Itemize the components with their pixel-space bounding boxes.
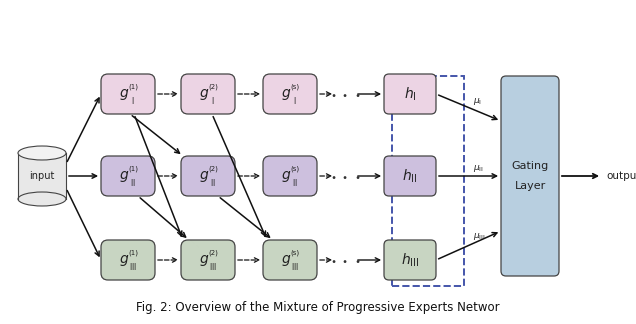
Text: $g$: $g$: [119, 168, 129, 183]
Text: (1): (1): [128, 166, 138, 172]
Text: Layer: Layer: [515, 181, 546, 191]
FancyBboxPatch shape: [181, 74, 235, 114]
FancyBboxPatch shape: [263, 74, 317, 114]
Text: $\rm{III}$: $\rm{III}$: [209, 260, 217, 272]
Text: $\bullet\ \bullet\ \bullet$: $\bullet\ \bullet\ \bullet$: [329, 255, 361, 265]
FancyBboxPatch shape: [384, 156, 436, 196]
FancyBboxPatch shape: [101, 74, 155, 114]
Text: (s): (s): [291, 84, 300, 90]
FancyBboxPatch shape: [181, 240, 235, 280]
Text: (s): (s): [291, 250, 300, 256]
Text: $g$: $g$: [281, 87, 291, 101]
Text: Gating: Gating: [511, 161, 549, 171]
Text: $\rm{II}$: $\rm{II}$: [292, 177, 298, 188]
Text: $\mu_{\rm III}$: $\mu_{\rm III}$: [473, 231, 485, 242]
Text: $\bullet\ \bullet\ \bullet$: $\bullet\ \bullet\ \bullet$: [329, 171, 361, 181]
Text: output: output: [606, 171, 636, 181]
Text: input: input: [29, 171, 55, 181]
FancyBboxPatch shape: [101, 240, 155, 280]
FancyBboxPatch shape: [101, 156, 155, 196]
FancyBboxPatch shape: [384, 74, 436, 114]
Text: $\rm{III}$: $\rm{III}$: [129, 260, 137, 272]
Text: $\rm{III}$: $\rm{III}$: [291, 260, 299, 272]
Text: (2): (2): [208, 250, 218, 256]
Text: (1): (1): [128, 250, 138, 256]
FancyBboxPatch shape: [384, 240, 436, 280]
Text: $g$: $g$: [199, 168, 209, 183]
Text: $\bullet\ \bullet\ \bullet$: $\bullet\ \bullet\ \bullet$: [329, 89, 361, 99]
Text: (s): (s): [291, 166, 300, 172]
Ellipse shape: [18, 192, 66, 206]
Text: (2): (2): [208, 166, 218, 172]
Text: $g$: $g$: [199, 252, 209, 268]
FancyBboxPatch shape: [501, 76, 559, 276]
Text: $\rm{I}$: $\rm{I}$: [211, 95, 215, 106]
FancyBboxPatch shape: [181, 156, 235, 196]
Text: $\rm{I}$: $\rm{I}$: [131, 95, 135, 106]
Text: $g$: $g$: [199, 87, 209, 101]
Text: $h_{\rm III}$: $h_{\rm III}$: [401, 251, 419, 269]
Text: (2): (2): [208, 84, 218, 90]
Text: $g$: $g$: [281, 168, 291, 183]
FancyBboxPatch shape: [263, 240, 317, 280]
Text: $h_{\rm I}$: $h_{\rm I}$: [404, 85, 417, 103]
Text: $\mu_{\rm I}$: $\mu_{\rm I}$: [473, 96, 482, 107]
Text: $g$: $g$: [119, 252, 129, 268]
Text: $\rm{I}$: $\rm{I}$: [293, 95, 297, 106]
Text: $g$: $g$: [119, 87, 129, 101]
Ellipse shape: [18, 146, 66, 160]
FancyBboxPatch shape: [263, 156, 317, 196]
Text: $\rm{II}$: $\rm{II}$: [210, 177, 216, 188]
Text: $\mu_{\rm II}$: $\mu_{\rm II}$: [473, 163, 484, 174]
FancyBboxPatch shape: [18, 153, 66, 199]
Text: (1): (1): [128, 84, 138, 90]
Text: $h_{\rm II}$: $h_{\rm II}$: [402, 167, 418, 185]
Text: $g$: $g$: [281, 252, 291, 268]
Text: Fig. 2: Overview of the Mixture of Progressive Experts Networ: Fig. 2: Overview of the Mixture of Progr…: [136, 301, 500, 314]
Text: $\rm{II}$: $\rm{II}$: [130, 177, 136, 188]
